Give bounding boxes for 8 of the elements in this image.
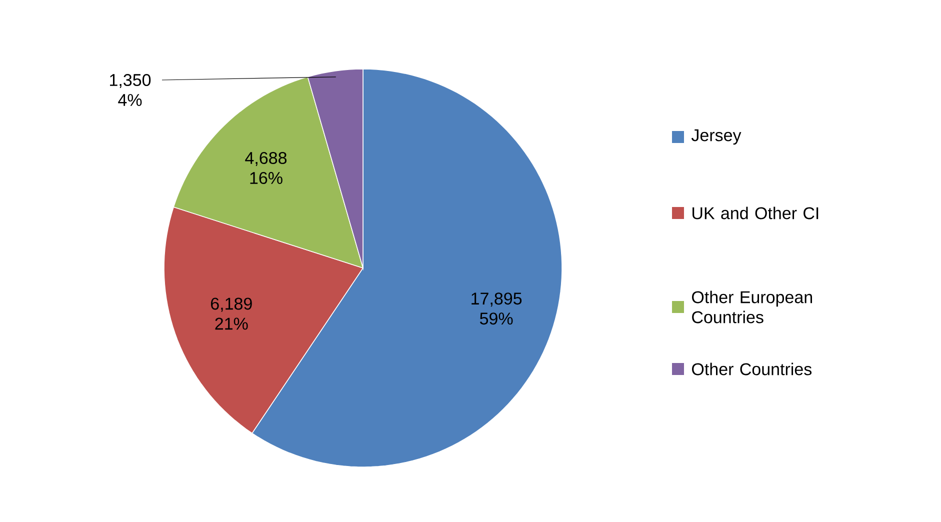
legend-label: Other Countries: [692, 362, 812, 376]
data-label: 17,895 59%: [472, 292, 522, 325]
data-label: 1,350 4%: [110, 74, 151, 106]
legend-label: UK and Other CI: [692, 206, 818, 220]
legend-label: Other European Countries: [692, 290, 812, 324]
data-label: 4,688 16%: [245, 152, 287, 184]
data-label: 6,189 21%: [211, 298, 252, 330]
legend-label: Jersey: [691, 129, 742, 145]
